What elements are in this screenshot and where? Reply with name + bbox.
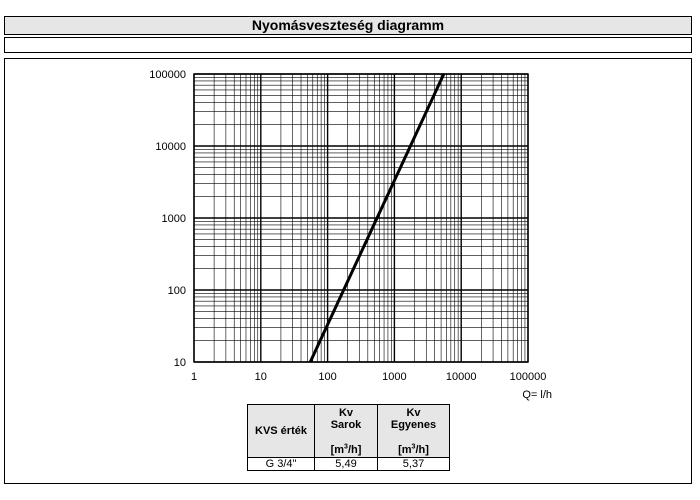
kv-row-label: G 3/4" xyxy=(247,457,315,471)
kvs-header-cell: KVS érték xyxy=(247,404,315,458)
x-tick-label: 1 xyxy=(191,371,197,383)
kv-egyenes-header-cell: Kv Egyenes [m3/h] xyxy=(377,404,450,458)
y-tick-label: 100 xyxy=(168,285,186,297)
kv-egyenes-header-mid: Egyenes xyxy=(390,419,437,431)
kv-sarok-header-top: Kv xyxy=(338,407,354,419)
kv-table: KVS érték Kv Sarok [m3/h] Kv Egyenes [m3… xyxy=(247,404,450,471)
kv-sarok-header-mid: Sarok xyxy=(330,419,362,431)
y-tick-label: 10 xyxy=(174,357,186,369)
subtitle-bar xyxy=(4,37,692,53)
kvs-header: KVS érték xyxy=(255,425,307,437)
y-tick-label: 100000 xyxy=(149,69,186,81)
y-tick-label: 1000 xyxy=(162,213,186,225)
x-axis-label: Q= l/h xyxy=(522,389,552,401)
kv-sarok-unit: [m3/h] xyxy=(330,443,362,456)
x-tick-label: 10 xyxy=(255,371,267,383)
kv-egyenes-header-top: Kv xyxy=(406,407,421,419)
x-tick-label: 100 xyxy=(318,371,336,383)
kv-egyenes-unit: [m3/h] xyxy=(398,443,429,456)
y-tick-label: 10000 xyxy=(155,141,186,153)
x-tick-label: 1000 xyxy=(382,371,406,383)
x-tick-label: 10000 xyxy=(446,371,477,383)
x-tick-label: 100000 xyxy=(510,371,547,383)
plot-border xyxy=(193,73,529,363)
kv-egyenes-value: 5,37 xyxy=(377,457,450,471)
kv-sarok-header-cell: Kv Sarok [m3/h] xyxy=(314,404,378,458)
kv-sarok-value: 5,49 xyxy=(314,457,378,471)
series-line xyxy=(308,73,446,363)
diagram-title: Nyomásveszteség diagramm xyxy=(4,16,692,35)
